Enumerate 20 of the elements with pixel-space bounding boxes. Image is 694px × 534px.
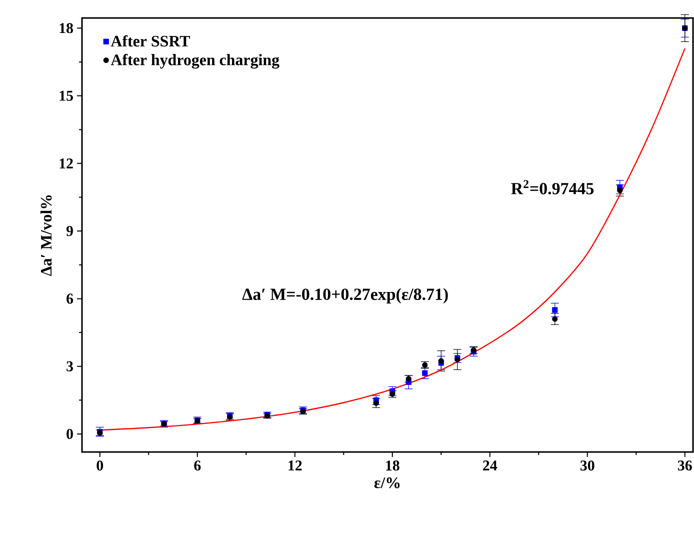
x-tick-label: 12 — [288, 460, 302, 470]
y-tick-label: 3 — [66, 361, 73, 372]
y-tick-label: 15 — [60, 90, 73, 101]
y-tick-label: 12 — [60, 158, 73, 168]
annotation: Δa′ M=-0.10+0.27exp(ε/8.71) — [242, 288, 448, 304]
y-tick-label: 9 — [66, 226, 73, 236]
x-tick-label: 6 — [194, 460, 201, 471]
annotation: R$^{2}$=0.97445 — [511, 180, 594, 194]
x-tick-label: 0 — [96, 460, 104, 471]
legend-label: After hydrogen charging — [110, 54, 280, 69]
x-axis-title: ε/% — [374, 477, 400, 488]
y-axis-title: Δa′ M/vol% — [40, 195, 52, 276]
x-tick-label: 30 — [580, 460, 594, 471]
x-tick-label: 24 — [483, 460, 498, 470]
y-tick-label: 0 — [66, 428, 73, 439]
x-tick-label: 36 — [678, 460, 692, 471]
legend-label: After SSRT — [110, 35, 190, 47]
y-tick-label: 18 — [60, 23, 73, 34]
x-tick-label: 18 — [386, 460, 400, 471]
y-tick-label: 6 — [66, 294, 74, 304]
